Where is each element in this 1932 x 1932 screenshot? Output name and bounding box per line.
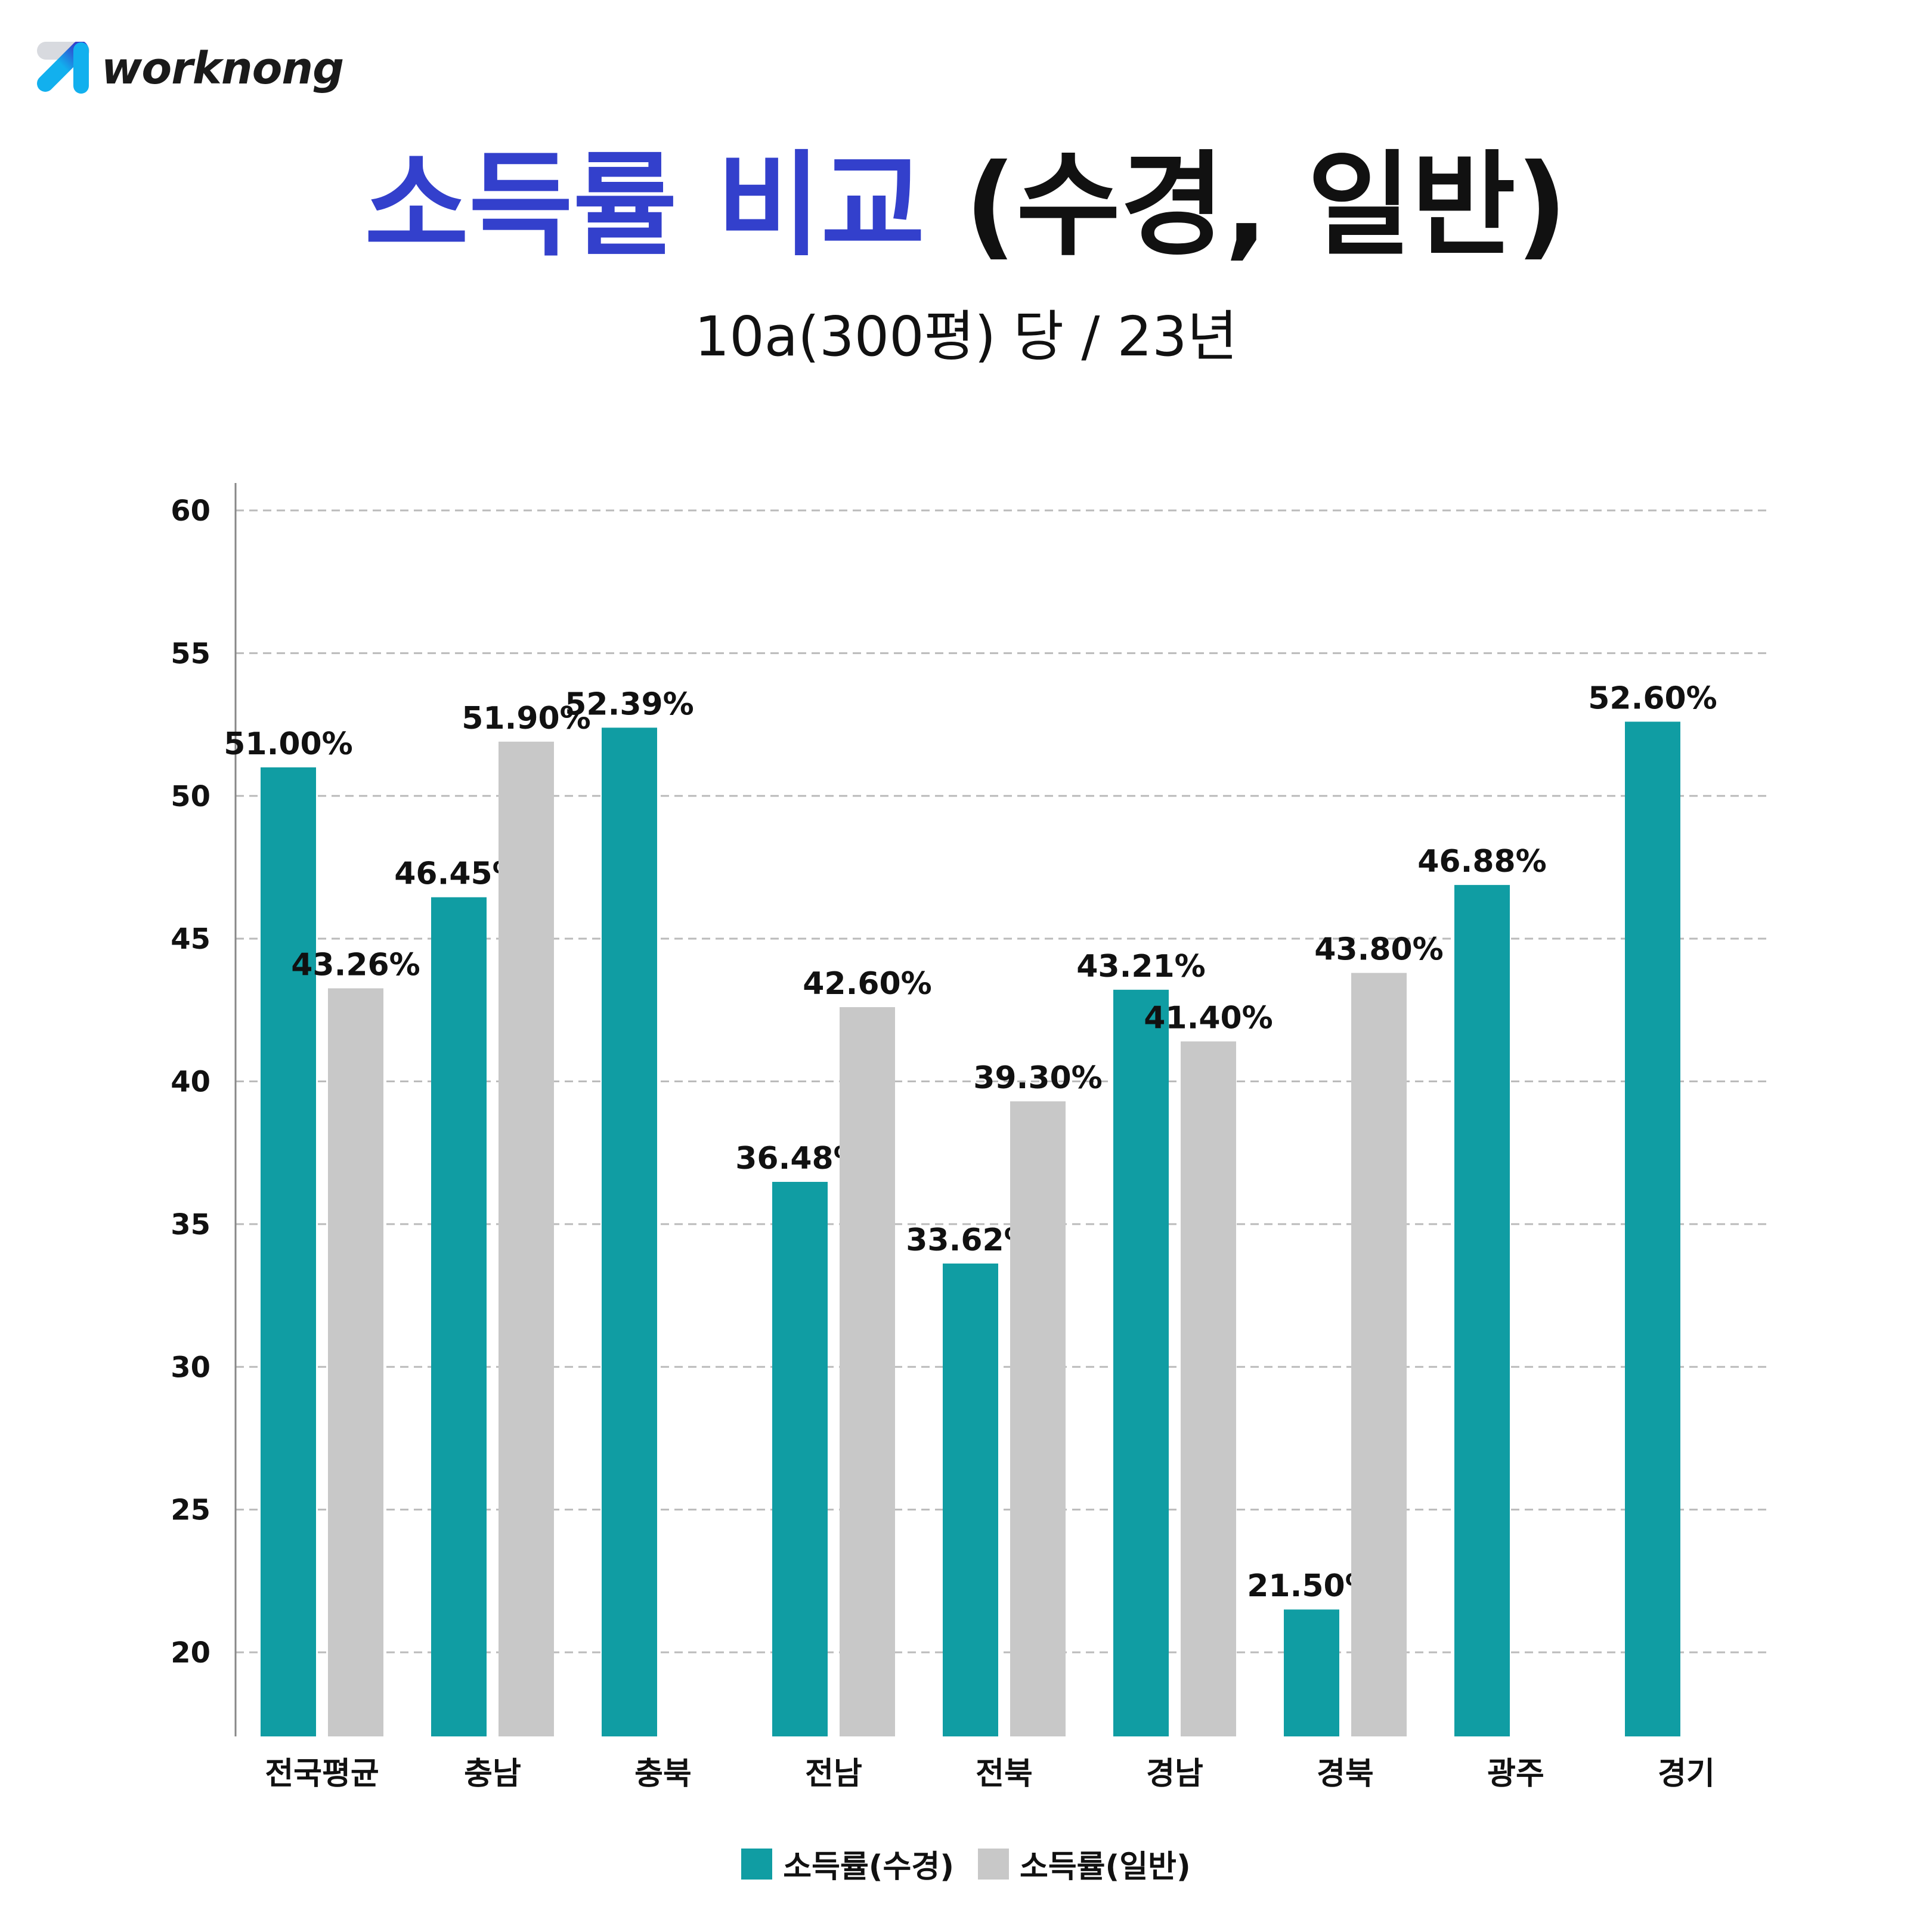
bar-series1 [1284,1609,1339,1736]
x-tick-label: 경남 [1146,1756,1203,1792]
y-tick-label: 45 [171,922,210,956]
bar-series2 [1010,1101,1066,1736]
legend-label-series2: 소득률(일반) [1020,1849,1191,1885]
legend-item-series1: 소득률(수경) [741,1841,954,1886]
bar-series1 [431,897,487,1736]
worknong-logo: worknong [37,42,344,95]
bar-series2 [840,1007,895,1736]
x-tick-label: 전북 [976,1756,1033,1792]
bar-series2 [499,741,554,1736]
bar-series2 [1181,1041,1236,1736]
x-tick-label: 경북 [1317,1756,1374,1792]
title-rest: (수경, 일반) [964,140,1568,271]
legend-item-series2: 소득률(일반) [978,1841,1191,1886]
legend-swatch-series2 [978,1848,1009,1880]
data-label: 41.40% [1144,1000,1273,1036]
bar-series1 [261,767,316,1736]
y-tick-label: 60 [171,494,210,528]
data-label: 43.80% [1314,932,1444,968]
title-accent: 소득률 비교 [364,140,925,271]
data-label: 51.90% [462,701,591,736]
bar-series1 [1454,885,1510,1736]
y-tick-label: 20 [171,1636,210,1670]
page-title: 소득률 비교 (수경, 일반) [0,143,1932,268]
y-tick-label: 50 [171,780,210,813]
x-tick-label: 충남 [464,1756,521,1792]
data-label: 46.88% [1417,844,1547,880]
logo-text: worknong [101,43,344,94]
bar-series2 [1351,973,1407,1736]
bar-series1 [943,1263,998,1736]
x-tick-label: 광주 [1487,1756,1544,1792]
y-tick-label: 35 [171,1208,210,1241]
y-tick-label: 55 [171,637,210,670]
data-label: 52.60% [1588,680,1717,716]
data-label: 43.26% [291,947,420,983]
logo-arrow-icon [37,42,89,94]
data-label: 43.21% [1076,949,1206,984]
legend-swatch-series1 [741,1848,773,1880]
data-label: 39.30% [973,1060,1103,1096]
bar-series1 [1625,722,1680,1736]
x-tick-label: 전국평균 [265,1756,379,1792]
legend: 소득률(수경) 소득률(일반) [0,1841,1932,1886]
x-tick-label: 경기 [1658,1756,1715,1792]
data-label: 42.60% [803,966,932,1002]
bar-series1 [602,727,657,1736]
x-tick-label: 충북 [634,1756,692,1792]
y-tick-label: 30 [171,1351,210,1384]
data-label: 51.00% [224,726,353,762]
y-tick-label: 25 [171,1494,210,1527]
subtitle: 10a(300평) 당 / 23년 [694,305,1238,369]
x-tick-label: 전남 [805,1756,862,1792]
bar-series1 [1113,989,1169,1736]
bar-series2 [328,988,383,1736]
legend-label-series1: 소득률(수경) [783,1849,954,1885]
data-label: 52.39% [565,686,694,722]
bar-series1 [772,1182,828,1736]
y-tick-label: 40 [171,1066,210,1099]
